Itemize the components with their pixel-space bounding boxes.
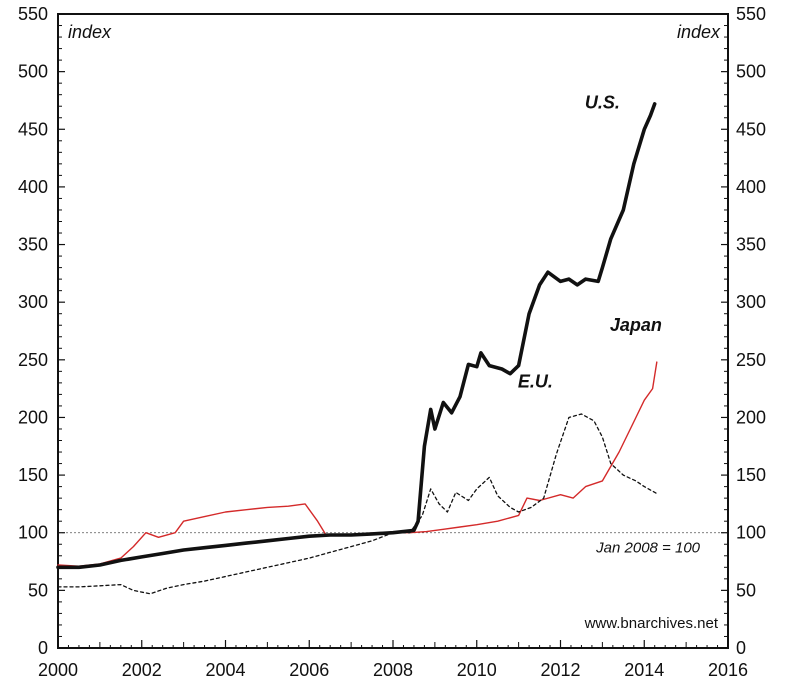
- left-y-tick-label: 0: [38, 638, 48, 658]
- right-y-tick-label: 500: [736, 62, 766, 82]
- left-y-tick-label: 250: [18, 350, 48, 370]
- right-y-tick-label: 350: [736, 235, 766, 255]
- series-label-eu: E.U.: [518, 371, 553, 391]
- series-label-us: U.S.: [585, 93, 620, 113]
- x-tick-label: 2014: [624, 660, 664, 680]
- right-y-tick-label: 550: [736, 4, 766, 24]
- right-y-tick-label: 50: [736, 580, 756, 600]
- right-y-tick-label: 0: [736, 638, 746, 658]
- left-y-tick-label: 550: [18, 4, 48, 24]
- left-axis-unit: index: [68, 22, 112, 42]
- reference-line-label: Jan 2008 = 100: [595, 540, 701, 557]
- x-tick-label: 2000: [38, 660, 78, 680]
- source-label: www.bnarchives.net: [584, 615, 719, 632]
- right-axis-unit: index: [677, 22, 721, 42]
- series-line-eu: [57, 413, 658, 595]
- x-tick-label: 2002: [122, 660, 162, 680]
- right-y-tick-label: 100: [736, 523, 766, 543]
- right-y-tick-label: 200: [736, 407, 766, 427]
- left-y-tick-label: 450: [18, 119, 48, 139]
- left-y-tick-label: 200: [18, 407, 48, 427]
- right-y-tick-label: 400: [736, 177, 766, 197]
- left-y-tick-label: 350: [18, 235, 48, 255]
- x-tick-label: 2008: [373, 660, 413, 680]
- reference-line-group: Jan 2008 = 100: [58, 532, 728, 557]
- right-y-tick-label: 300: [736, 292, 766, 312]
- left-y-tick-label: 400: [18, 177, 48, 197]
- right-y-tick-label: 250: [736, 350, 766, 370]
- x-tick-label: 2012: [540, 660, 580, 680]
- right-y-tick-label: 450: [736, 119, 766, 139]
- x-tick-label: 2006: [289, 660, 329, 680]
- ticks-group: 0 0 50 50 100 100 150 150 200 200 250 250 300 300 350 3…: [18, 4, 766, 680]
- series-line-us: [56, 102, 657, 570]
- left-y-tick-label: 100: [18, 523, 48, 543]
- right-y-tick-label: 150: [736, 465, 766, 485]
- x-tick-label: 2010: [457, 660, 497, 680]
- left-y-tick-label: 300: [18, 292, 48, 312]
- left-y-tick-label: 500: [18, 62, 48, 82]
- x-tick-label: 2016: [708, 660, 748, 680]
- series-group: Japan E.U. U.S.: [56, 93, 662, 595]
- x-tick-label: 2004: [205, 660, 245, 680]
- left-y-tick-label: 150: [18, 465, 48, 485]
- series-label-japan: Japan: [610, 315, 662, 335]
- left-y-tick-label: 50: [28, 580, 48, 600]
